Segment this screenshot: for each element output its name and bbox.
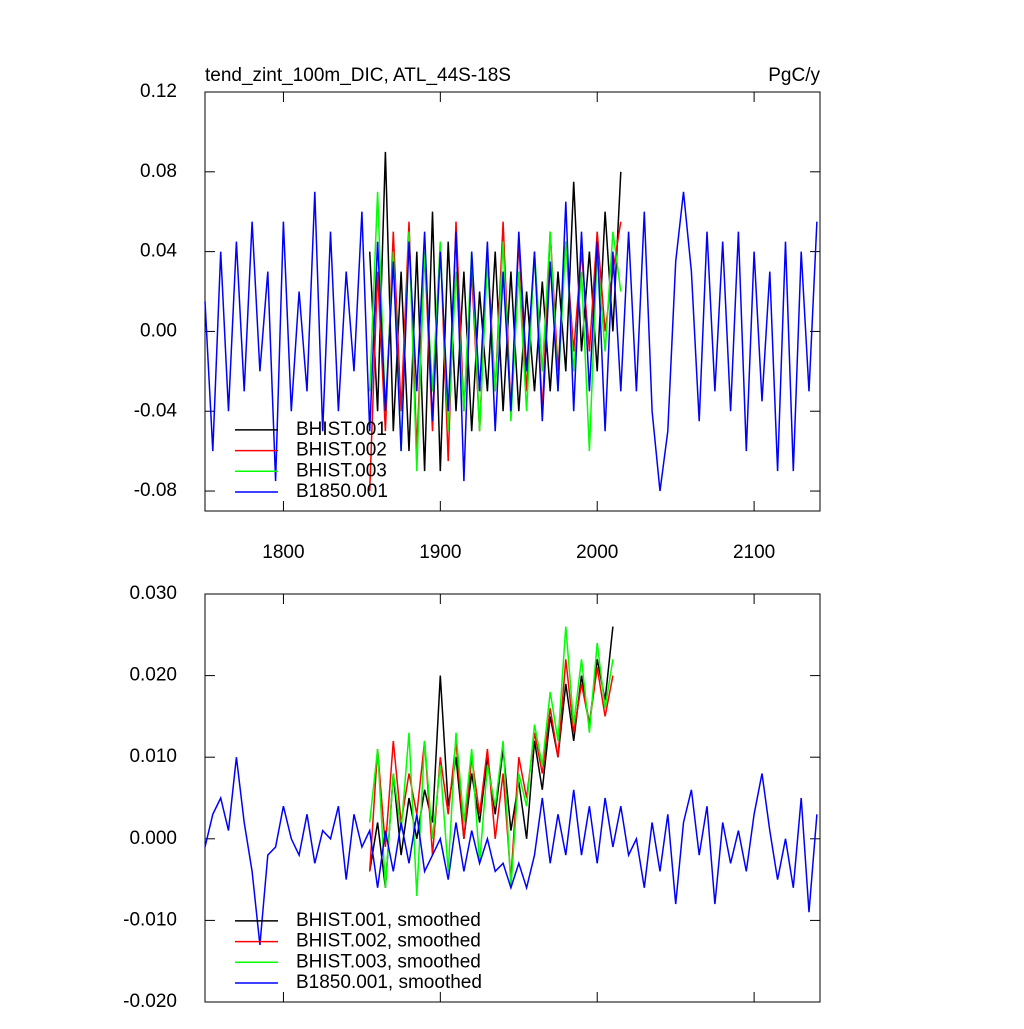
y-tick-label: -0.020 [123, 991, 177, 1012]
chart-title: tend_zint_100m_DIC, ATL_44S-18S [205, 65, 511, 86]
y-tick-label: -0.010 [123, 909, 177, 930]
legend-label: B1850.001 [296, 481, 388, 502]
series-line [368, 626, 614, 896]
legend-label: BHIST.002, smoothed [296, 931, 481, 952]
x-tick-label: 2000 [576, 542, 618, 563]
legend-label: B1850.001, smoothed [296, 972, 482, 993]
y-tick-label: 0.030 [129, 583, 177, 604]
legend-label: BHIST.001, smoothed [296, 910, 481, 931]
legend-label: BHIST.001 [296, 419, 387, 440]
y-tick-label: 0.020 [129, 665, 177, 686]
y-tick-label: 0.000 [129, 828, 177, 849]
y-tick-label: 0.04 [140, 241, 177, 262]
y-tick-label: 0.12 [140, 81, 177, 102]
legend-label: BHIST.003, smoothed [296, 951, 481, 972]
legend-label: BHIST.002 [296, 440, 387, 461]
series-line [368, 659, 614, 880]
y-tick-label: 0.08 [140, 161, 177, 182]
y-tick-label: 0.00 [140, 320, 177, 341]
plot-frame [204, 593, 821, 1003]
unit-label: PgC/y [768, 65, 820, 86]
x-tick-label: 1900 [419, 542, 461, 563]
y-tick-label: -0.04 [134, 400, 178, 421]
y-tick-label: -0.08 [134, 480, 177, 501]
legend-label: BHIST.003 [296, 460, 387, 481]
x-tick-label: 1800 [262, 542, 304, 563]
y-tick-label: 0.010 [129, 746, 177, 767]
series-line [204, 191, 818, 492]
series-line [204, 757, 818, 945]
x-tick-label: 2100 [733, 542, 775, 563]
